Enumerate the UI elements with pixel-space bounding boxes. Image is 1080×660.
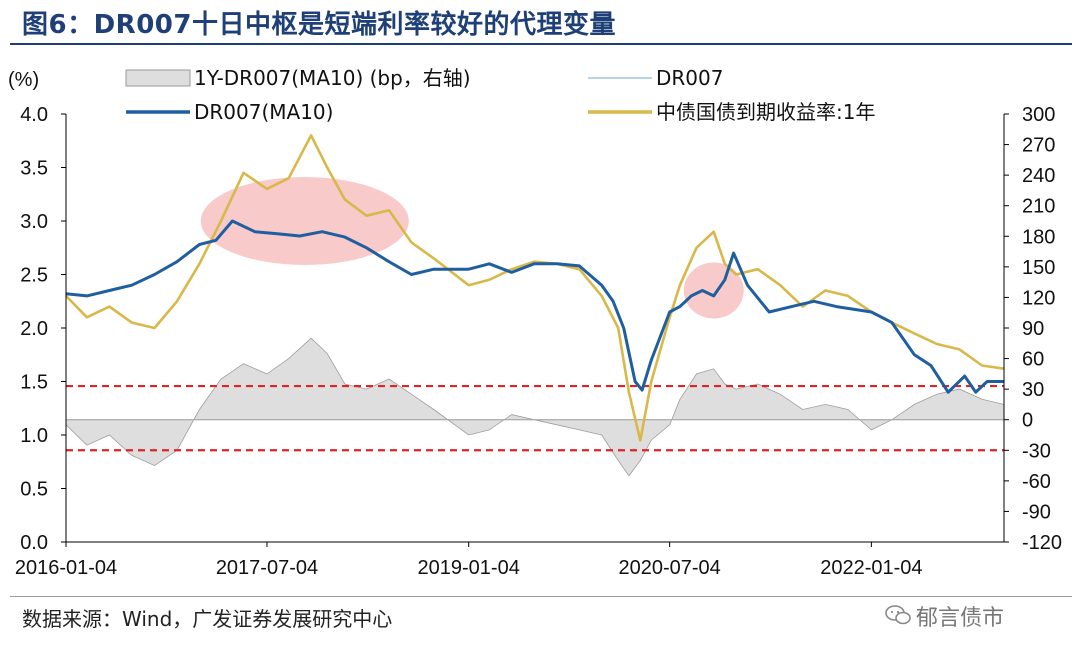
right-tick-label: 0 (1022, 410, 1033, 432)
left-tick-label: 1.5 (20, 372, 48, 394)
spread-area-group (65, 337, 1005, 477)
reference-line-group (66, 384, 1004, 452)
x-tick-label: 2017-07-04 (216, 557, 318, 579)
right-tick-label: 150 (1022, 257, 1055, 279)
spread-area (65, 337, 1005, 477)
left-tick-label: 0.0 (20, 532, 48, 554)
left-tick-label: 1.0 (20, 425, 48, 447)
right-tick-label: 210 (1022, 196, 1055, 218)
right-tick-label: 270 (1022, 135, 1055, 157)
left-axis-unit-label: (%) (8, 69, 39, 91)
right-tick-label: -90 (1022, 501, 1051, 523)
x-tick-label: 2016-01-04 (15, 557, 117, 579)
legend-label: 中债国债到期收益率:1年 (656, 100, 875, 124)
source-note: 数据来源：Wind，广发证券发展研究中心 (22, 607, 393, 631)
right-tick-label: 60 (1022, 349, 1044, 371)
series-line-group (65, 134, 1005, 442)
left-tick-label: 0.5 (20, 479, 48, 501)
left-tick-label: 4.0 (20, 104, 48, 126)
right-tick-label: 90 (1022, 318, 1044, 340)
tick-label-group: 0.0 0.5 1.0 1.5 2.0 2.5 3.0 3.5 4.0 (%) -120 -90 -60… (8, 69, 1062, 579)
axes-group (61, 113, 1009, 547)
right-tick-label: -120 (1022, 532, 1062, 554)
legend-label: DR007 (656, 66, 723, 90)
x-tick-label: 2020-07-04 (618, 557, 720, 579)
right-tick-label: 300 (1022, 104, 1055, 126)
legend-label: DR007(MA10) (194, 100, 333, 124)
watermark-text: 郁言债市 (916, 606, 1005, 631)
right-tick-label: 30 (1022, 379, 1044, 401)
legend-swatch (125, 69, 191, 87)
series-line (65, 219, 1004, 394)
highlight-group (200, 177, 744, 319)
wechat-icon (885, 605, 911, 625)
legend-label: 1Y-DR007(MA10) (bp，右轴) (194, 66, 471, 90)
right-tick-label: -30 (1022, 440, 1051, 462)
highlight-ellipse (683, 262, 744, 319)
right-tick-label: 240 (1022, 165, 1055, 187)
dual-axis-line-chart: 0.0 0.5 1.0 1.5 2.0 2.5 3.0 3.5 4.0 (%) -120 -90 -60… (8, 66, 1062, 579)
x-tick-label: 2019-01-04 (418, 557, 520, 579)
footer-divider (10, 596, 1072, 597)
right-tick-label: -60 (1022, 471, 1051, 493)
left-tick-label: 2.5 (20, 265, 48, 287)
x-tick-label: 2022-01-04 (820, 557, 922, 579)
figure-title: 图6：DR007十日中枢是短端利率较好的代理变量 (22, 10, 616, 40)
right-tick-label: 120 (1022, 287, 1055, 309)
title-divider (10, 43, 1072, 45)
left-tick-label: 2.0 (20, 318, 48, 340)
left-tick-label: 3.0 (20, 211, 48, 233)
legend: 1Y-DR007(MA10) (bp，右轴) DR007 DR007(MA10) 中债… (125, 66, 875, 124)
left-tick-label: 3.5 (20, 158, 48, 180)
series-line (65, 134, 1005, 442)
right-tick-label: 180 (1022, 226, 1055, 248)
